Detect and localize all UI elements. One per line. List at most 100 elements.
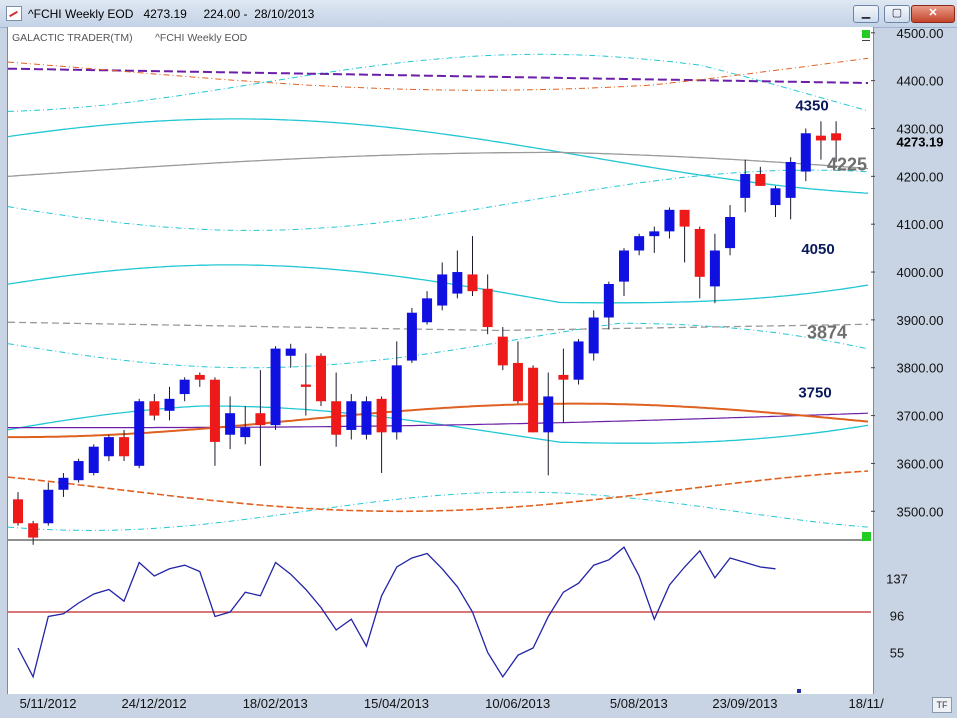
candle-down: [209, 379, 220, 442]
date-axis-label: 5/08/2013: [610, 696, 668, 711]
candle-up: [422, 298, 433, 323]
legend-indicator-name: GALACTIC TRADER(TM): [12, 32, 133, 44]
candle-down: [331, 401, 342, 435]
chart-area: [7, 27, 874, 694]
price-tick-label: 3500.00: [897, 504, 944, 519]
candle-up: [588, 317, 599, 354]
candle-up: [134, 401, 145, 466]
candle-up: [634, 236, 645, 251]
window-last: 4273.19: [143, 7, 187, 21]
scroll-marker: [797, 689, 801, 693]
candle-down: [300, 384, 311, 387]
oscillator-tick-label: 55: [890, 646, 904, 661]
candle-up: [179, 379, 190, 395]
orange-line-lower: [8, 402, 869, 439]
date-axis-label: 24/12/2012: [122, 696, 187, 711]
candle-down: [376, 398, 387, 433]
candles: [13, 121, 842, 545]
candle-up: [740, 173, 751, 198]
price-tick-label: 4100.00: [897, 217, 944, 232]
gray-average-upper: [8, 151, 869, 177]
candle-down: [194, 374, 205, 380]
candle-up: [270, 348, 281, 426]
candle-up: [88, 446, 99, 474]
price-tick-label: 3800.00: [897, 361, 944, 376]
level-label: 4225: [827, 154, 867, 174]
candle-down: [755, 173, 766, 186]
timeframe-button[interactable]: TF: [932, 697, 952, 713]
gray-average-lower: [8, 321, 869, 332]
close-button[interactable]: ✕: [911, 5, 955, 23]
candle-up: [619, 250, 629, 282]
candle-up: [709, 250, 720, 287]
candle-up: [770, 188, 781, 206]
marker-tick: [862, 40, 870, 41]
candle-up: [103, 437, 114, 457]
chart-app-icon: [6, 6, 22, 21]
cyan-dashdot-2: [8, 322, 869, 369]
level-label: 3874: [807, 322, 847, 342]
date-axis-label: 5/11/2012: [20, 696, 77, 711]
candle-up: [225, 413, 236, 435]
price-tick-label: 4400.00: [897, 74, 944, 89]
candle-down: [119, 437, 130, 457]
indicator-bands: [8, 53, 869, 531]
price-tick-label: 4200.00: [897, 169, 944, 184]
candle-up: [406, 312, 417, 361]
candle-down: [316, 355, 326, 402]
candle-up: [649, 231, 660, 237]
candle-up: [361, 401, 372, 435]
window-change: 224.00: [203, 7, 241, 21]
candle-up: [603, 284, 614, 318]
candle-down: [528, 367, 539, 433]
candle-down: [467, 274, 478, 292]
candle-up: [452, 272, 463, 294]
last-price-label: 4273.19: [897, 134, 944, 149]
cyan-dashdot-1: [8, 169, 869, 231]
window-date: 28/10/2013: [254, 7, 315, 21]
date-axis-label: 15/04/2013: [364, 696, 429, 711]
cyan-dashdot-4: [8, 491, 869, 531]
window-symbol: ^FCHI Weekly EOD: [28, 7, 134, 21]
candle-up: [800, 133, 811, 172]
candle-down: [831, 133, 842, 141]
green-marker-top: [862, 30, 870, 38]
date-axis-label: 18/02/2013: [243, 696, 308, 711]
candle-up: [725, 217, 736, 249]
candle-down: [497, 336, 508, 366]
restore-button[interactable]: ▢: [884, 5, 910, 23]
level-label: 3750: [798, 385, 831, 402]
price-tick-label: 4000.00: [897, 265, 944, 280]
candle-up: [543, 396, 554, 433]
level-label: 4350: [795, 98, 828, 115]
candle-up: [573, 341, 584, 380]
legend-symbol-name: ^FCHI Weekly EOD: [155, 32, 248, 44]
window-title: ^FCHI Weekly EOD 4273.19 224.00 - 28/10/…: [28, 7, 315, 21]
candle-down: [558, 374, 569, 380]
cyan-band-upper: [8, 118, 869, 194]
oscillator-tick-label: 137: [886, 572, 908, 587]
candle-down: [149, 401, 160, 416]
window-titlebar: ^FCHI Weekly EOD 4273.19 224.00 - 28/10/…: [0, 0, 957, 28]
price-tick-label: 3700.00: [897, 409, 944, 424]
purple-line-lower: [8, 412, 869, 429]
candle-up: [346, 401, 357, 430]
candle-up: [664, 209, 675, 232]
oscillator-line: [17, 546, 776, 679]
candle-down: [679, 209, 690, 227]
candle-up: [785, 161, 796, 198]
candle-down: [28, 523, 39, 538]
candle-up: [58, 477, 69, 490]
purple-line-upper: [8, 67, 868, 84]
price-tick-label: 3600.00: [897, 456, 944, 471]
green-marker-bottom: [862, 532, 871, 541]
minimize-button[interactable]: ▁: [853, 5, 879, 23]
candle-up: [240, 427, 251, 438]
oscillator-tick-label: 96: [890, 609, 904, 624]
cyan-dashdot-3: [8, 53, 869, 112]
candle-up: [285, 348, 296, 356]
candle-down: [255, 413, 266, 426]
candle-down: [694, 228, 705, 277]
candle-up: [437, 274, 448, 306]
